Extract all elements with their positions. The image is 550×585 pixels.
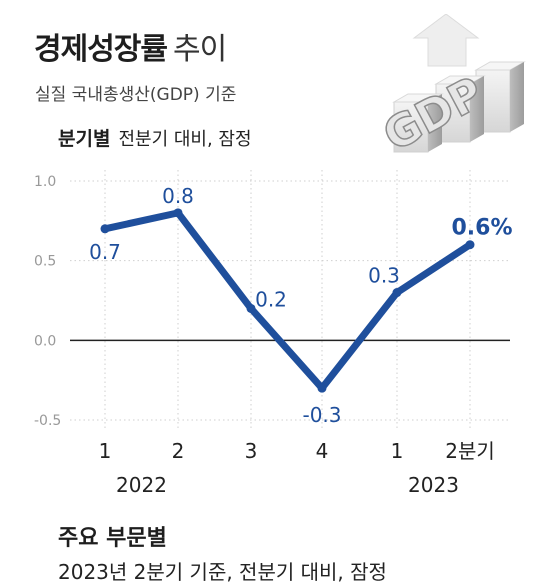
y-tick-label: 0.0 [34, 333, 56, 349]
section-label-light: 전분기 대비, 잠정 [118, 129, 252, 150]
data-point [246, 303, 256, 313]
data-label: 0.8 [162, 184, 194, 208]
x-year-label: 2023 [408, 473, 459, 497]
section-label: 분기별 전분기 대비, 잠정 [58, 124, 252, 151]
x-tick-label: 2 [172, 439, 185, 463]
data-point [392, 288, 402, 298]
data-point [465, 240, 475, 250]
data-label: 0.6% [451, 216, 512, 241]
x-tick-label: 3 [245, 439, 258, 463]
title-bold: 경제성장률 [34, 32, 168, 67]
series-line [101, 209, 474, 392]
x-tick-label: 2분기 [445, 439, 495, 463]
chart-title: 경제성장률 추이 [34, 24, 227, 68]
y-tick-label: 1.0 [34, 174, 56, 190]
x-tick-label: 1 [99, 439, 112, 463]
data-label: 0.3 [368, 264, 400, 288]
footer-heading: 주요 부문별 [58, 526, 167, 551]
y-tick-label: -0.5 [34, 413, 61, 429]
data-point [173, 208, 183, 218]
gdp-3d-bar-icon: GDP [374, 14, 526, 162]
section-label-bold: 분기별 [58, 128, 111, 150]
footer-note: 2023년 2분기 기준, 전분기 대비, 잠정 [58, 560, 387, 584]
x-year-label: 2022 [116, 473, 167, 497]
data-point [317, 383, 327, 393]
chart-subtitle: 실질 국내총생산(GDP) 기준 [35, 85, 237, 105]
data-label: 0.7 [89, 240, 121, 264]
line-chart: 1.0 0.5 0.0 -0.5 0.7 0.8 0.2 -0.3 0.3 0.6% 1 2 3 4 1 2분… [34, 170, 513, 497]
data-point [100, 224, 110, 234]
x-tick-label: 4 [316, 439, 329, 463]
y-tick-label: 0.5 [34, 254, 56, 270]
x-tick-label: 1 [391, 439, 404, 463]
data-label: -0.3 [302, 403, 341, 427]
title-light: 추이 [173, 32, 227, 67]
data-label: 0.2 [255, 287, 287, 311]
